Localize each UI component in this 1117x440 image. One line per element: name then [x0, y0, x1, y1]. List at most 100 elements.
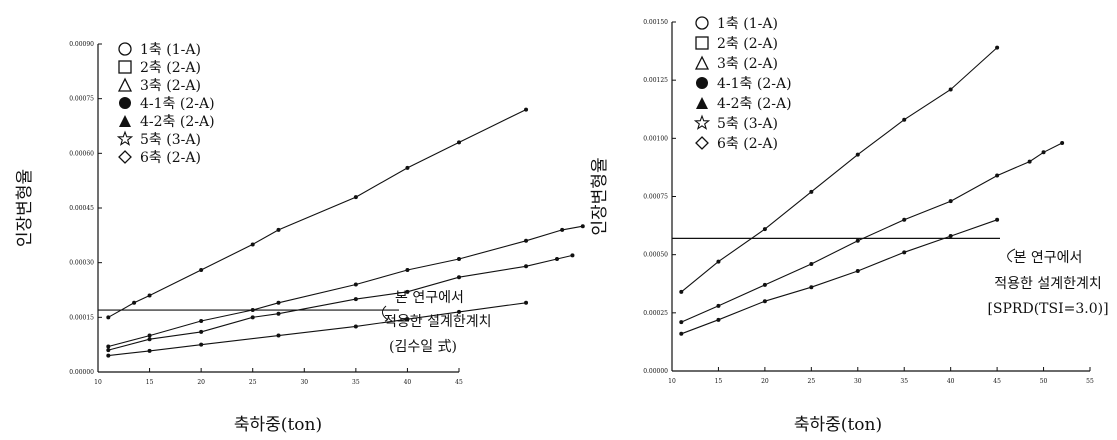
x-tick-label: 45 — [455, 379, 463, 386]
data-point — [524, 300, 529, 305]
data-point — [353, 195, 358, 200]
data-point — [902, 250, 907, 255]
legend-label: 6축 (2-A) — [140, 150, 201, 166]
data-point — [106, 353, 111, 358]
series-2 — [679, 140, 1065, 325]
data-point — [524, 264, 529, 269]
star-open-marker-icon — [116, 130, 134, 146]
x-axis-title: 축하중(ton) — [234, 415, 322, 435]
data-point — [106, 315, 111, 320]
triangle-filled-marker-icon — [696, 97, 708, 109]
x-tick-label: 30 — [854, 378, 862, 385]
data-point — [948, 199, 953, 204]
legend-item: 3축 (2-A) — [694, 55, 778, 72]
data-point — [147, 348, 152, 353]
data-point — [554, 257, 559, 262]
circle-filled-marker-icon — [119, 97, 131, 109]
x-tick-label: 30 — [300, 379, 308, 386]
data-point — [276, 300, 281, 305]
x-axis-title: 축하중(ton) — [794, 415, 882, 435]
legend-label: 3축 (2-A) — [140, 78, 201, 94]
data-point — [995, 45, 1000, 50]
star-open-marker-icon — [693, 114, 711, 130]
diamond-open-marker-icon — [118, 150, 132, 164]
triangle-open-marker-icon — [117, 77, 133, 92]
y-tick-label: 0.00150 — [643, 19, 668, 26]
chart-2: 0.00000 0.00025 0.00050 0.00075 0.00100 0.001… — [590, 16, 1109, 435]
y-tick-label: 0.00030 — [69, 260, 94, 267]
legend-item: 4-2축 (2-A) — [696, 96, 792, 112]
legend-label: 1축 (1-A) — [717, 16, 778, 32]
x-tick-label: 40 — [947, 378, 955, 385]
data-point — [405, 267, 410, 272]
chart-1: 0.00000 0.00015 0.00030 0.00045 0.00060 0.000… — [15, 41, 585, 435]
data-point — [199, 342, 204, 347]
series-1 — [679, 45, 1000, 294]
data-point — [679, 331, 684, 336]
legend-item: 5축 (3-A) — [693, 114, 778, 132]
legend-label: 2축 (2-A) — [140, 60, 201, 76]
annotation-leader-line — [1007, 248, 1016, 263]
y-tick-label: 0.00025 — [643, 310, 668, 317]
legend-item: 6축 (2-A) — [695, 136, 778, 152]
x-tick-label: 20 — [761, 378, 769, 385]
data-point — [106, 348, 111, 353]
data-point — [1041, 150, 1046, 155]
data-point — [809, 261, 814, 266]
data-point — [1027, 159, 1032, 164]
series-4 — [106, 300, 529, 358]
y-tick-label: 0.00000 — [643, 368, 668, 375]
square-open-marker-icon — [695, 36, 709, 50]
y-tick-label: 0.00100 — [643, 135, 668, 142]
data-point — [855, 268, 860, 273]
data-point — [560, 227, 565, 232]
data-point — [716, 259, 721, 264]
data-point — [1060, 140, 1065, 145]
x-tick-label: 45 — [993, 378, 1001, 385]
series-2 — [106, 224, 585, 349]
series-line — [681, 142, 1063, 323]
data-point — [809, 285, 814, 290]
legend-label: 5축 (3-A) — [717, 116, 778, 132]
data-point — [199, 329, 204, 334]
y-tick-label: 0.00075 — [69, 96, 94, 103]
data-point — [353, 324, 358, 329]
legend-item: 1축 (1-A) — [118, 42, 201, 58]
data-point — [570, 253, 575, 258]
series-line — [108, 302, 527, 357]
data-point — [199, 318, 204, 323]
y-tick-label: 0.00060 — [69, 150, 94, 157]
data-point — [679, 289, 684, 294]
data-point — [948, 87, 953, 92]
legend-label: 4-2축 (2-A) — [717, 96, 792, 112]
data-point — [405, 317, 410, 322]
design-limit-annotation: 적용한 설계한계치 — [994, 276, 1102, 292]
legend-item: 4-1축 (2-A) — [119, 96, 215, 112]
circle-open-marker-icon — [118, 42, 132, 56]
legend-item: 4-1축 (2-A) — [696, 76, 792, 92]
circle-filled-marker-icon — [696, 77, 708, 89]
data-point — [995, 217, 1000, 222]
series-3 — [679, 217, 1000, 336]
data-point — [948, 234, 953, 239]
legend-label: 1축 (1-A) — [140, 42, 201, 58]
data-point — [855, 238, 860, 243]
data-point — [580, 224, 585, 229]
y-axis-title: 인장변형율 — [15, 169, 35, 247]
data-point — [276, 311, 281, 316]
data-point — [457, 257, 461, 262]
data-point — [902, 117, 907, 122]
legend-label: 4-2축 (2-A) — [140, 114, 215, 130]
data-point — [457, 140, 461, 145]
x-tick-label: 35 — [900, 378, 908, 385]
x-tick-label: 10 — [668, 378, 676, 385]
design-limit-annotation: 적용한 설계한계치 — [384, 314, 492, 330]
data-point — [250, 308, 255, 313]
x-tick-label: 50 — [1040, 378, 1048, 385]
x-tick-label: 25 — [249, 379, 257, 386]
design-limit-annotation: 본 연구에서 — [1014, 250, 1083, 266]
series-line — [108, 109, 527, 318]
x-tick-label: 40 — [404, 379, 412, 386]
x-tick-label: 15 — [146, 379, 154, 386]
